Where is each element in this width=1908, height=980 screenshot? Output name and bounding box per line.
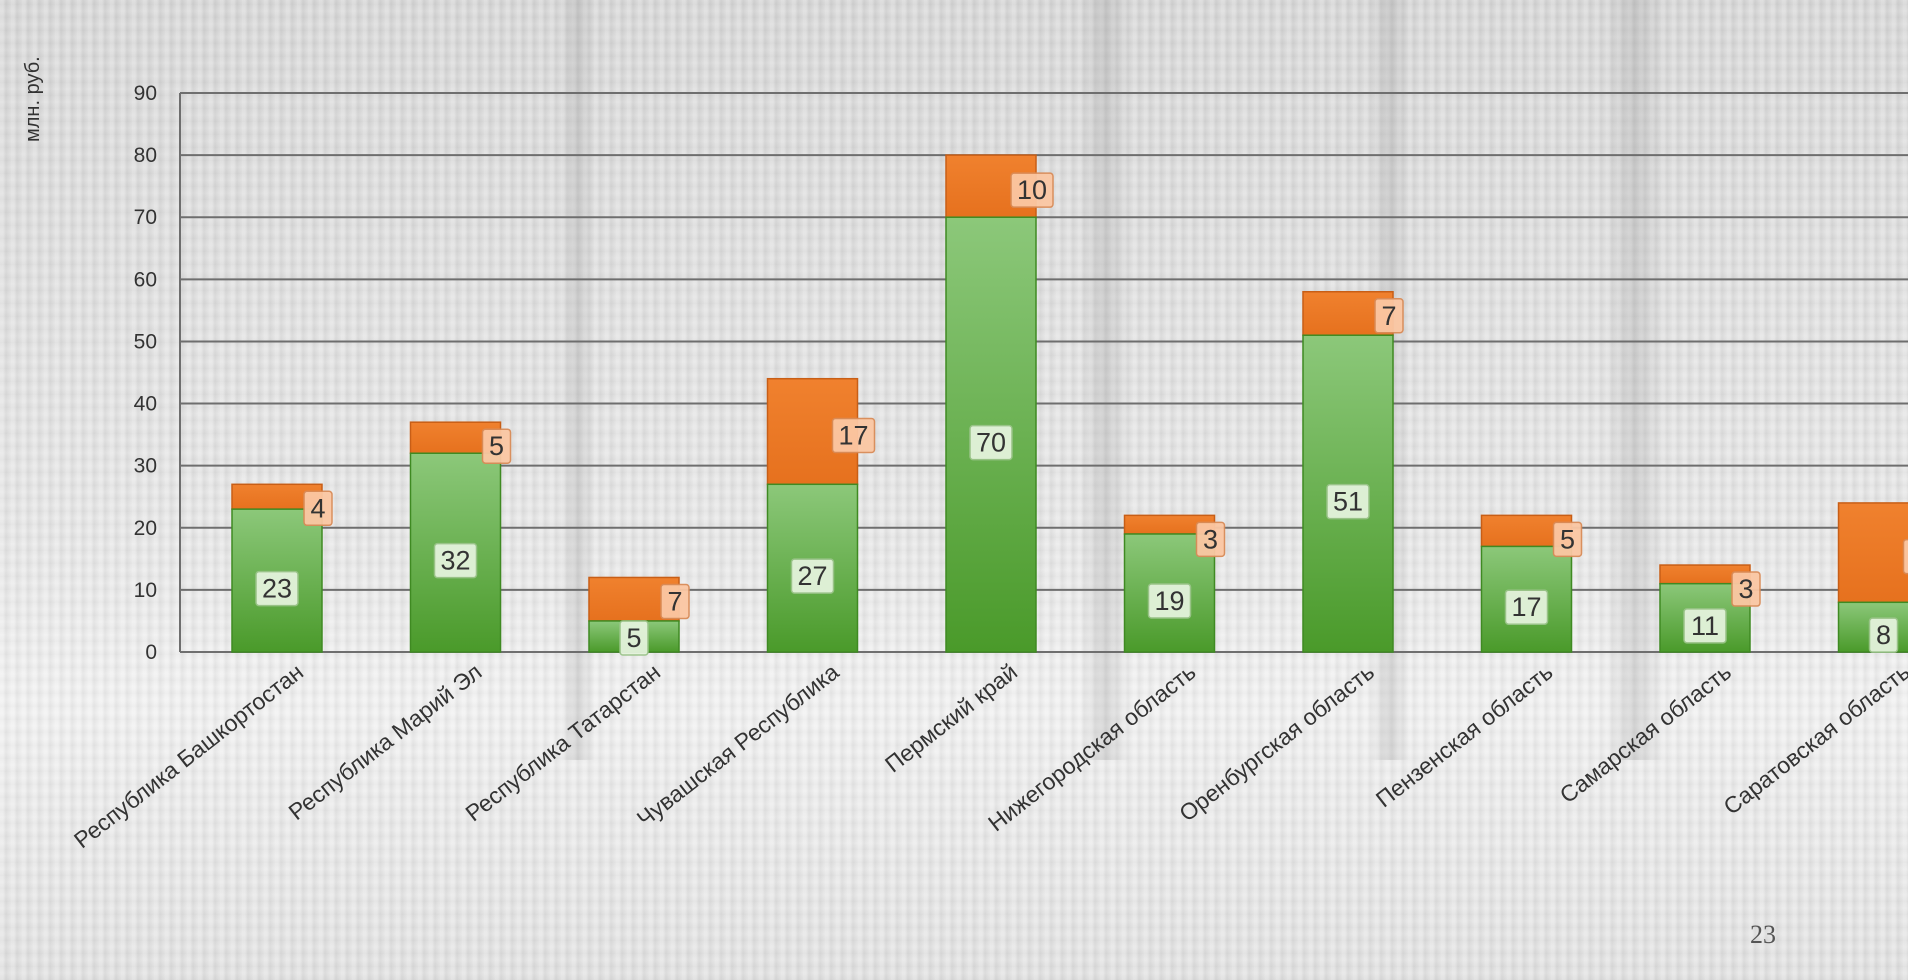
data-label-orange: 7 xyxy=(667,586,682,616)
data-label-green-box xyxy=(1326,483,1370,520)
data-label-green-box xyxy=(1147,583,1192,619)
y-tick-label: 50 xyxy=(134,330,157,353)
x-tick-label: Оренбургская область xyxy=(1174,658,1379,826)
x-tick-label: Пермский край xyxy=(880,658,1022,777)
y-tick-label: 0 xyxy=(145,641,157,664)
data-label-orange-box xyxy=(660,583,690,620)
data-label-orange-box xyxy=(1552,521,1583,558)
data-label-orange: 10 xyxy=(1017,175,1047,205)
data-label-orange: 5 xyxy=(489,431,504,461)
data-label-green: 19 xyxy=(1154,586,1184,616)
y-tick-label: 30 xyxy=(134,455,157,478)
y-tick-label: 20 xyxy=(134,517,157,540)
data-label-green: 70 xyxy=(976,428,1006,458)
x-tick-label: Чувашская Республика xyxy=(632,658,844,832)
x-tick-label: Республика Башкортостан xyxy=(69,658,308,853)
data-label-orange-box xyxy=(1902,538,1908,575)
x-tick-label: Республика Татарстан xyxy=(460,658,665,826)
y-tick-label: 10 xyxy=(134,579,157,602)
y-tick-label: 80 xyxy=(134,144,157,167)
y-tick-label: 70 xyxy=(134,206,157,229)
data-labels: 2343255727177010193517175113816 xyxy=(255,172,1908,656)
x-tick-label: Нижегородская область xyxy=(983,658,1200,836)
bar-segment-orange xyxy=(1837,502,1908,604)
data-label-green: 17 xyxy=(1511,592,1541,622)
data-label-green-box xyxy=(790,558,835,594)
data-label-green: 51 xyxy=(1333,487,1363,517)
data-label-green-box xyxy=(969,424,1013,461)
data-label-green-box xyxy=(619,620,649,656)
data-label-green-box xyxy=(433,542,478,579)
background-tree-trunk xyxy=(1605,0,1665,760)
bar-segment-green xyxy=(231,508,323,653)
data-label-orange: 3 xyxy=(1738,574,1753,604)
data-label-orange-box xyxy=(831,417,876,454)
x-tick-label: Саратовская область xyxy=(1718,658,1908,819)
bar-segment-green xyxy=(766,483,859,653)
y-tick-label: 90 xyxy=(134,82,157,105)
data-label-orange-box xyxy=(481,428,512,464)
data-label-orange: 4 xyxy=(310,493,325,523)
data-label-green: 8 xyxy=(1876,620,1891,650)
x-tick-label: Республика Марий Эл xyxy=(284,658,487,825)
data-label-orange-box xyxy=(1010,172,1054,208)
data-label-green: 27 xyxy=(797,561,827,591)
data-label-orange: 5 xyxy=(1560,524,1575,554)
slide-number: 23 xyxy=(1750,920,1776,949)
data-label-orange-box xyxy=(1731,571,1761,607)
data-label-green: 23 xyxy=(262,574,292,604)
y-tick-label: 60 xyxy=(134,268,157,291)
x-tick-label: Самарская область xyxy=(1555,658,1736,808)
data-label-orange-box xyxy=(1374,298,1404,334)
y-tick-label: 40 xyxy=(134,393,157,416)
data-label-orange-box xyxy=(1195,521,1226,558)
data-label-orange-box xyxy=(303,490,333,527)
data-label-green-box xyxy=(1868,617,1899,653)
data-label-green-box xyxy=(1683,608,1727,644)
data-label-green: 5 xyxy=(626,623,641,653)
y-axis-ticks: 0 10 20 30 40 50 60 70 80 90 xyxy=(134,82,157,664)
data-label-green: 11 xyxy=(1691,611,1719,641)
data-label-green: 32 xyxy=(440,546,470,576)
data-label-green-box xyxy=(1504,589,1549,625)
x-tick-label: Пензенская область xyxy=(1371,658,1558,812)
data-label-orange: 3 xyxy=(1203,524,1218,554)
data-label-orange: 17 xyxy=(838,421,868,451)
background-tree-trunk xyxy=(1080,0,1130,760)
data-label-orange: 7 xyxy=(1381,301,1396,331)
data-label-green-box xyxy=(255,570,299,607)
